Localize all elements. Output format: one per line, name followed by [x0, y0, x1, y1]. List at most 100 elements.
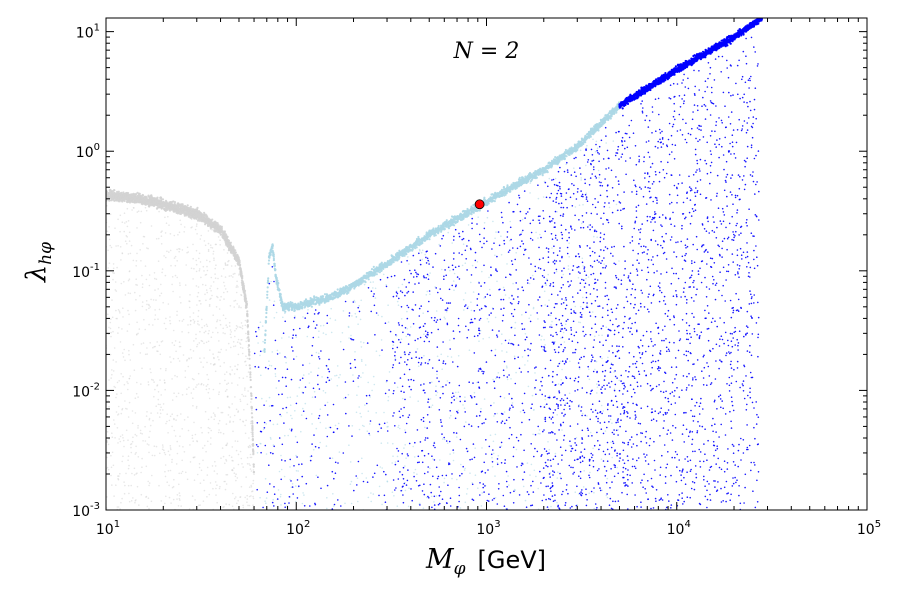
gray-cloud-point	[164, 216, 166, 219]
gray-band-point	[252, 451, 255, 455]
gray-band-point	[245, 302, 248, 305]
gray-cloud-point	[180, 302, 182, 304]
gray-band-point	[193, 217, 196, 220]
gray-band-point	[157, 201, 160, 204]
lightblue-cloud-point	[441, 268, 443, 271]
lightblue-band-point	[353, 287, 356, 290]
lightblue-cloud-point	[510, 378, 512, 380]
gray-cloud-point	[239, 400, 242, 403]
lightblue-cloud-point	[310, 371, 312, 373]
gray-band-point	[138, 192, 141, 195]
gray-band-point	[168, 204, 171, 207]
lightblue-cloud-point	[483, 398, 486, 400]
gray-cloud-point	[212, 250, 215, 253]
lightblue-cloud-point	[297, 470, 300, 472]
gray-cloud-point	[248, 486, 251, 489]
lightblue-band-point	[506, 184, 509, 187]
gray-band-point	[134, 196, 138, 199]
gray-cloud-point	[113, 347, 116, 349]
lightblue-cloud-point	[609, 418, 612, 421]
gray-cloud-point	[157, 237, 160, 240]
gray-cloud-point	[117, 405, 120, 408]
lightblue-cloud-point	[567, 265, 570, 267]
gray-cloud-point	[137, 456, 140, 458]
gray-cloud-point	[191, 437, 194, 440]
gray-band-point	[124, 192, 128, 195]
gray-band-point	[235, 253, 239, 257]
lightblue-cloud-point	[540, 339, 542, 341]
gray-cloud-point	[235, 286, 238, 288]
gray-cloud-point	[184, 370, 187, 372]
gray-band-point	[239, 269, 243, 272]
lightblue-cloud-point	[512, 282, 514, 285]
lightblue-cloud-point	[295, 470, 298, 472]
gray-cloud-point	[226, 473, 229, 476]
gray-cloud-point	[116, 317, 118, 320]
lightblue-cloud-point	[588, 368, 590, 371]
gray-cloud-point	[127, 459, 129, 462]
gray-cloud-point	[152, 379, 154, 381]
gray-cloud-point	[179, 499, 181, 501]
gray-cloud-point	[135, 473, 137, 475]
gray-cloud-point	[187, 251, 190, 253]
lightblue-cloud-point	[275, 387, 278, 389]
gray-cloud-point	[117, 309, 120, 311]
gray-cloud-point	[144, 440, 147, 442]
lightblue-cloud-point	[470, 301, 472, 304]
lightblue-cloud-point	[526, 360, 529, 362]
gray-band-point	[250, 392, 253, 395]
gray-cloud-point	[208, 388, 210, 390]
lightblue-cloud-point	[448, 339, 451, 341]
gray-cloud-point	[219, 323, 222, 326]
gray-cloud-point	[163, 255, 165, 257]
lightblue-cloud-point	[435, 385, 437, 388]
gray-cloud-point	[195, 225, 198, 227]
lightblue-cloud-point	[348, 444, 350, 447]
gray-cloud-point	[226, 326, 228, 329]
gray-cloud-point	[184, 284, 187, 286]
gray-cloud-point	[106, 441, 109, 443]
gray-cloud-point	[119, 312, 121, 314]
gray-cloud-point	[235, 473, 237, 476]
lightblue-cloud-point	[463, 407, 466, 410]
gray-cloud-point	[217, 422, 220, 425]
lightblue-band-point	[267, 280, 270, 283]
gray-cloud-point	[178, 360, 181, 362]
lightblue-cloud-point	[472, 291, 475, 293]
gray-cloud-point	[149, 342, 151, 344]
lightblue-cloud-point	[500, 342, 503, 345]
lightblue-cloud-point	[379, 466, 382, 468]
lightblue-cloud-point	[580, 179, 582, 181]
gray-band-point	[228, 244, 231, 247]
lightblue-cloud-point	[453, 272, 456, 275]
lightblue-cloud-point	[508, 297, 511, 299]
gray-cloud-point	[141, 457, 143, 460]
gray-cloud-point	[154, 388, 156, 391]
lightblue-cloud-point	[462, 243, 465, 245]
gray-cloud-point	[229, 333, 232, 336]
gray-cloud-point	[108, 405, 110, 408]
gray-cloud-point	[193, 378, 195, 381]
gray-cloud-point	[114, 386, 117, 389]
gray-cloud-point	[111, 432, 113, 435]
gray-cloud-point	[218, 308, 221, 310]
gray-cloud-point	[239, 343, 242, 346]
lightblue-cloud-point	[443, 316, 446, 319]
gray-cloud-point	[187, 331, 190, 334]
gray-band-point	[203, 211, 206, 214]
lightblue-cloud-point	[538, 429, 541, 431]
gray-cloud-point	[135, 392, 138, 395]
gray-cloud-point	[158, 416, 161, 418]
gray-cloud-point	[115, 396, 117, 399]
gray-band-point	[252, 444, 255, 447]
lightblue-cloud-point	[440, 353, 443, 356]
lightblue-cloud-point	[564, 323, 567, 326]
gray-cloud-point	[194, 499, 196, 501]
gray-cloud-point	[210, 246, 212, 249]
gray-band-point	[118, 200, 121, 203]
gray-cloud-point	[118, 438, 120, 440]
lightblue-cloud-point	[554, 177, 557, 180]
lightblue-cloud-point	[276, 423, 279, 426]
lightblue-cloud-point	[463, 309, 465, 311]
gray-cloud-point	[130, 500, 133, 502]
